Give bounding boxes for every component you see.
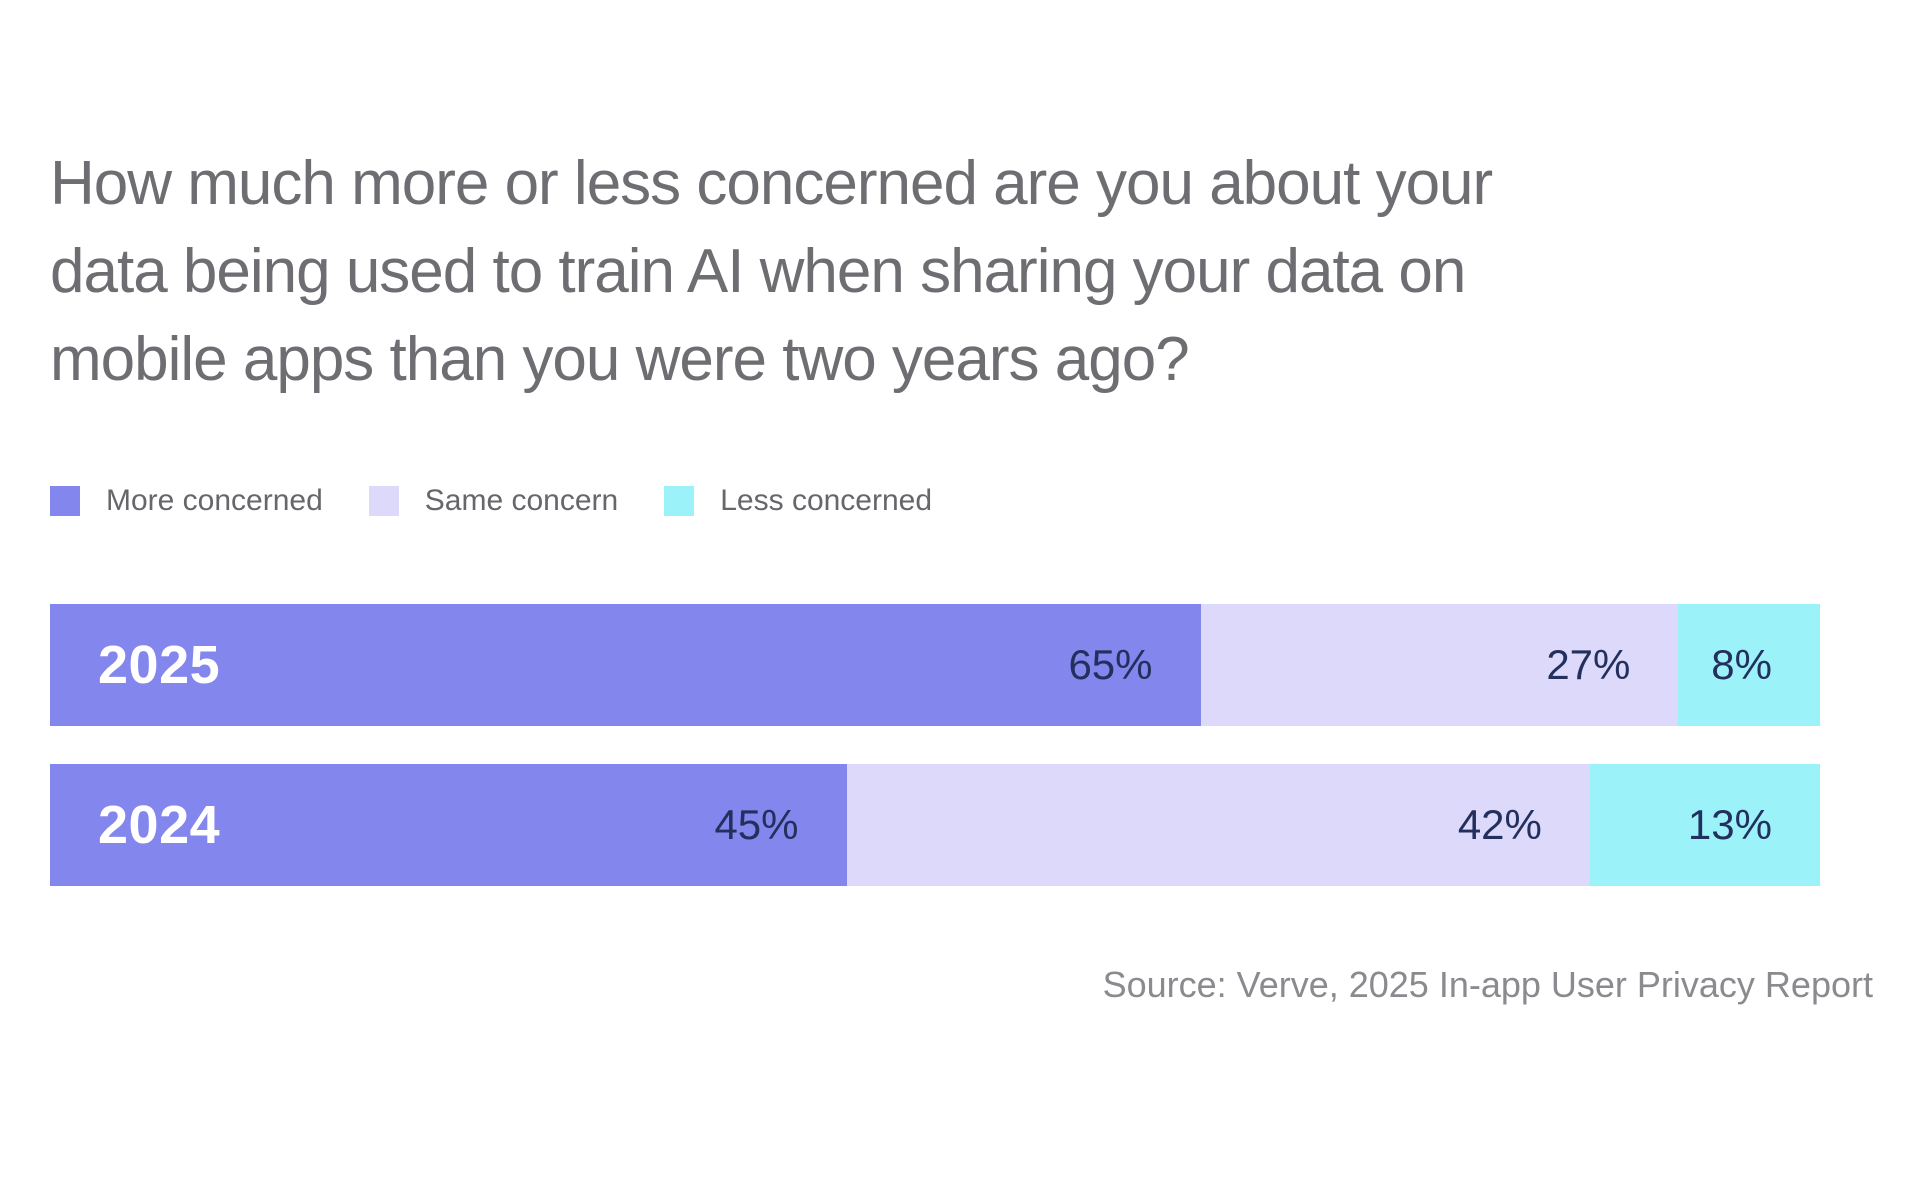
value-label-2025-same-concern: 27% xyxy=(1546,641,1631,688)
chart-title: How much more or less concerned are you … xyxy=(50,140,1650,404)
source-row: Source: Verve, 2025 In-app User Privacy … xyxy=(0,964,1920,1006)
bar-segment-2024-same-concern: 42% xyxy=(846,764,1590,886)
value-label-2025-more-concerned: 65% xyxy=(1068,641,1153,688)
legend-item-more-concerned: More concerned xyxy=(50,484,323,518)
chart-title-line-2: data being used to train AI when sharing… xyxy=(50,237,1466,306)
bar-segment-2025-more-concerned: 2025 65% xyxy=(50,604,1201,726)
value-label-2024-less-concerned: 13% xyxy=(1687,801,1772,848)
legend-item-same-concern: Same concern xyxy=(368,484,619,518)
bar-chart: 2025 65% 27% 8% 2024 45% 42% 13% xyxy=(50,604,1820,886)
legend-label: Same concern xyxy=(424,484,619,517)
legend-swatch-icon xyxy=(664,486,695,516)
category-label-2024: 2024 xyxy=(98,795,221,855)
bar-segment-2024-more-concerned: 2024 45% xyxy=(50,764,847,886)
value-label-2024-same-concern: 42% xyxy=(1457,801,1542,848)
category-label-2025: 2025 xyxy=(98,635,221,695)
bar-segment-2025-less-concerned: 8% xyxy=(1678,604,1820,726)
legend-swatch-icon xyxy=(368,486,399,516)
bar-row-2025: 2025 65% 27% 8% xyxy=(50,604,1820,726)
value-label-2025-less-concerned: 8% xyxy=(1711,641,1772,688)
source-note: Source: Verve, 2025 In-app User Privacy … xyxy=(1102,964,1873,1005)
bar-row-2024: 2024 45% 42% 13% xyxy=(50,764,1820,886)
value-label-2024-more-concerned: 45% xyxy=(714,801,799,848)
chart-title-line-3: mobile apps than you were two years ago? xyxy=(50,325,1190,394)
legend-item-less-concerned: Less concerned xyxy=(664,484,932,518)
legend: More concerned Same concern Less concerned xyxy=(50,484,1920,518)
chart-title-line-1: How much more or less concerned are you … xyxy=(50,149,1493,218)
legend-swatch-icon xyxy=(50,486,80,516)
legend-label: More concerned xyxy=(106,484,323,517)
bar-segment-2024-less-concerned: 13% xyxy=(1589,764,1820,886)
bar-segment-2025-same-concern: 27% xyxy=(1200,604,1679,726)
legend-label: Less concerned xyxy=(720,484,933,517)
